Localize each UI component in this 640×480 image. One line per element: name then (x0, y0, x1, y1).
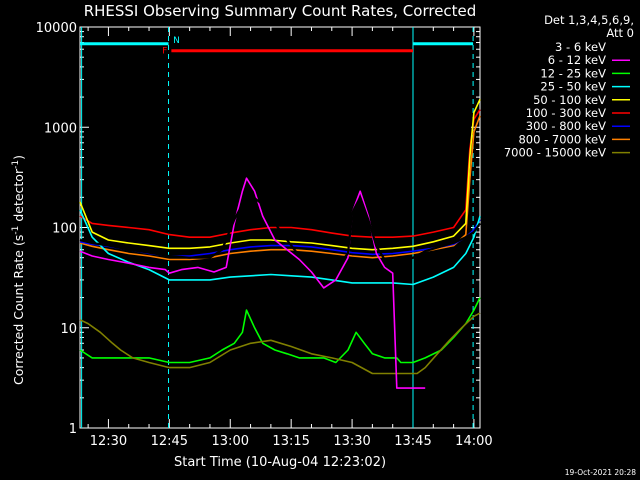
legend-label: 12 - 25 keV (540, 66, 606, 80)
legend-label: 300 - 800 keV (526, 119, 606, 133)
series-100-300-kev (79, 109, 481, 238)
series-50-100-kev (79, 98, 481, 251)
x-axis-label: Start Time (10-Aug-04 12:23:02) (174, 455, 386, 470)
x-tick-label: 13:00 (212, 434, 249, 449)
x-tick-label: 13:45 (394, 434, 431, 449)
x-tick-label: 13:15 (272, 434, 309, 449)
series-25-50-kev (79, 209, 481, 286)
y-tick-label: 10 (60, 322, 77, 337)
y-axis-label-sup2: -1 (11, 160, 21, 169)
series-6-12-kev (79, 177, 426, 389)
x-tick-label: 14:00 (455, 434, 492, 449)
y-axis-label: Corrected Count Rate (s-1 detector-1) (11, 155, 26, 385)
legend-label: 100 - 300 keV (526, 106, 606, 120)
legend-label: 50 - 100 keV (533, 93, 606, 107)
legend-label: 3 - 6 keV (555, 40, 606, 54)
flag-N-label: N (173, 36, 180, 46)
y-axis-label-sup1: -1 (11, 226, 21, 235)
series-12-25-kev (79, 297, 481, 364)
y-tick-labels: 1 10 100 1000 10000 (36, 21, 77, 437)
series-lines (79, 98, 481, 389)
flag-annotations: FN (80, 27, 474, 428)
y-axis-label-main: Corrected Count Rate (s (11, 235, 26, 385)
y-tick-label: 10000 (36, 21, 77, 36)
legend-label: 25 - 50 keV (540, 80, 606, 94)
generated-timestamp: 19-Oct-2021 20:28 (565, 468, 636, 477)
x-tick-label: 13:30 (333, 434, 370, 449)
legend-header-line2: Att 0 (606, 26, 634, 40)
x-tick-label: 12:30 (90, 434, 127, 449)
y-axis-label-mid: detector (11, 168, 26, 226)
y-axis-label-end: ) (11, 155, 26, 160)
series-3-6-kev (79, 194, 481, 269)
legend-label: 7000 - 15000 keV (504, 146, 606, 160)
x-tick-labels: 12:30 12:45 13:00 13:15 13:30 13:45 14:00 (90, 434, 493, 449)
series-7000-15000-kev (79, 312, 481, 375)
y-tick-label: 1000 (44, 121, 77, 136)
legend-label: 800 - 7000 keV (518, 132, 606, 146)
y-tick-label: 100 (52, 222, 77, 237)
chart-title: RHESSI Observing Summary Count Rates, Co… (84, 2, 477, 20)
y-tick-label: 1 (69, 422, 77, 437)
flag-F-label: F (162, 47, 167, 57)
legend-label: 6 - 12 keV (548, 53, 606, 67)
x-tick-label: 12:45 (151, 434, 188, 449)
legend-header-line1: Det 1,3,4,5,6,9, (544, 13, 634, 27)
